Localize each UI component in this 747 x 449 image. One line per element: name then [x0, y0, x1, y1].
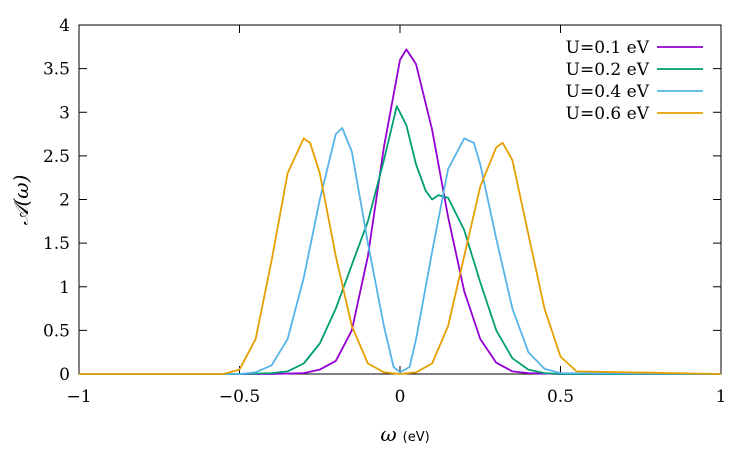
x-tick-label: −1: [66, 387, 91, 407]
series-group: [79, 48, 722, 375]
y-tick-label: 2.5: [43, 147, 70, 167]
series-line-1: [79, 48, 721, 375]
legend-label: U=0.2 eV: [566, 60, 650, 80]
legend-label: U=0.1 eV: [566, 38, 650, 58]
y-tick-label: 1.5: [43, 234, 70, 254]
y-tick-label: 1: [59, 278, 70, 298]
series-line-3: [79, 127, 722, 375]
y-tick-label: 0.5: [43, 321, 70, 341]
y-axis-ticks: 0 0.5 1 1.5 2 2.5 3 3.5 4: [43, 16, 721, 385]
x-tick-label: 0: [395, 387, 406, 407]
y-axis-title: 𝒜(ω): [9, 175, 33, 226]
series-line-4: [79, 137, 722, 375]
x-tick-label: −0.5: [219, 387, 260, 407]
x-axis-ticks: −1 −0.5 0 0.5 1: [66, 25, 726, 407]
x-axis-title: ω (eV): [380, 422, 429, 446]
legend: U=0.1 eVU=0.2 eVU=0.4 eVU=0.6 eV: [566, 38, 703, 124]
y-tick-label: 4: [59, 16, 70, 36]
series-line-2: [79, 105, 721, 375]
x-tick-label: 1: [716, 387, 727, 407]
x-axis-title-unit: (eV): [403, 430, 430, 445]
y-tick-label: 0: [59, 365, 70, 385]
y-tick-label: 2: [59, 191, 70, 211]
y-tick-label: 3.5: [43, 60, 70, 80]
legend-label: U=0.4 eV: [566, 82, 650, 102]
x-axis-title-symbol: ω: [380, 422, 396, 446]
y-tick-label: 3: [59, 103, 70, 123]
legend-label: U=0.6 eV: [566, 104, 650, 124]
x-tick-label: 0.5: [547, 387, 574, 407]
